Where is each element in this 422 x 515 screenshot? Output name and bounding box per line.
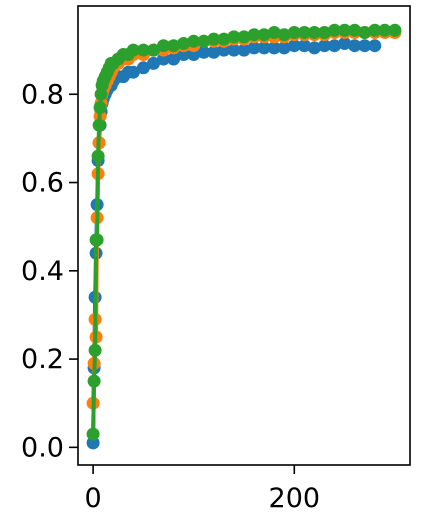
series-3-point: [207, 32, 221, 46]
series-3-point: [92, 118, 106, 132]
series-3-point: [388, 23, 402, 37]
series-3-point: [247, 28, 261, 42]
series-3-point: [237, 30, 251, 44]
y-tick-label: 0.6: [21, 168, 64, 199]
series-1-point: [328, 39, 341, 53]
series-1-line: [91, 41, 375, 443]
series-3-point: [91, 149, 105, 163]
series-1-point: [338, 37, 352, 50]
series-1-point: [287, 39, 301, 53]
series-3-point: [297, 26, 311, 39]
series-1-point: [147, 56, 160, 70]
y-axis: 0.0 0.2 0.4 0.6 0.8: [21, 79, 78, 463]
series-1-point: [136, 61, 150, 75]
series-1-point: [358, 39, 372, 53]
series-3-line: [91, 28, 395, 435]
x-axis: 0 200: [84, 465, 320, 514]
series-2-line: [91, 30, 395, 404]
series-3-point: [217, 32, 231, 46]
series-1-point: [267, 41, 281, 55]
series-3-point: [167, 39, 181, 53]
series-1-point: [307, 41, 321, 55]
series-3-point: [277, 28, 291, 42]
series-3-point: [338, 23, 352, 37]
series-1-point: [368, 39, 382, 53]
axes-frame: [77, 5, 411, 466]
series-1-point: [227, 43, 241, 57]
x-tick-label: 0: [84, 483, 101, 514]
series-3-point: [307, 26, 321, 39]
series-1-point: [348, 39, 362, 53]
series-3-point: [86, 427, 100, 441]
series-3-point: [358, 26, 372, 39]
series-3-point: [136, 43, 150, 57]
series-1-point: [197, 45, 211, 59]
series-1-point: [126, 65, 140, 79]
series-3-point: [90, 233, 104, 247]
series-3-point: [257, 28, 271, 42]
series-3-point: [378, 23, 392, 37]
series-3-point: [318, 26, 331, 39]
series-1-point: [247, 41, 261, 55]
series-3-point: [177, 37, 191, 50]
series-3: [86, 23, 402, 441]
series-3-point: [126, 43, 140, 57]
series-3-point: [87, 374, 101, 388]
series-1-point: [237, 43, 251, 57]
series-1-point: [297, 39, 311, 53]
series-1-point: [277, 41, 291, 55]
series-3-point: [348, 23, 362, 37]
series-3-point: [287, 26, 301, 39]
series-1-point: [157, 52, 170, 66]
series-1-point: [318, 39, 331, 53]
series-3-point: [187, 34, 201, 48]
series-1-point: [167, 52, 181, 66]
y-tick-label: 0.2: [21, 344, 64, 375]
series-1: [86, 37, 382, 450]
series-3-point: [147, 43, 160, 57]
series-3-point: [93, 101, 107, 114]
y-tick-label: 0.4: [21, 256, 64, 287]
y-tick-label: 0.8: [21, 79, 64, 110]
series-1-point: [207, 45, 221, 59]
series-3-point: [328, 23, 341, 37]
x-tick-label: 200: [269, 483, 321, 514]
series-3-point: [157, 39, 170, 53]
series-2: [86, 26, 402, 410]
series-1-point: [257, 41, 271, 55]
series-layer: [86, 23, 402, 450]
series-3-point: [227, 30, 241, 44]
series-3-point: [368, 23, 382, 37]
series-3-point: [197, 34, 211, 48]
series-3-point: [88, 343, 102, 357]
series-3-point: [267, 26, 281, 39]
y-tick-label: 0.0: [21, 432, 64, 463]
